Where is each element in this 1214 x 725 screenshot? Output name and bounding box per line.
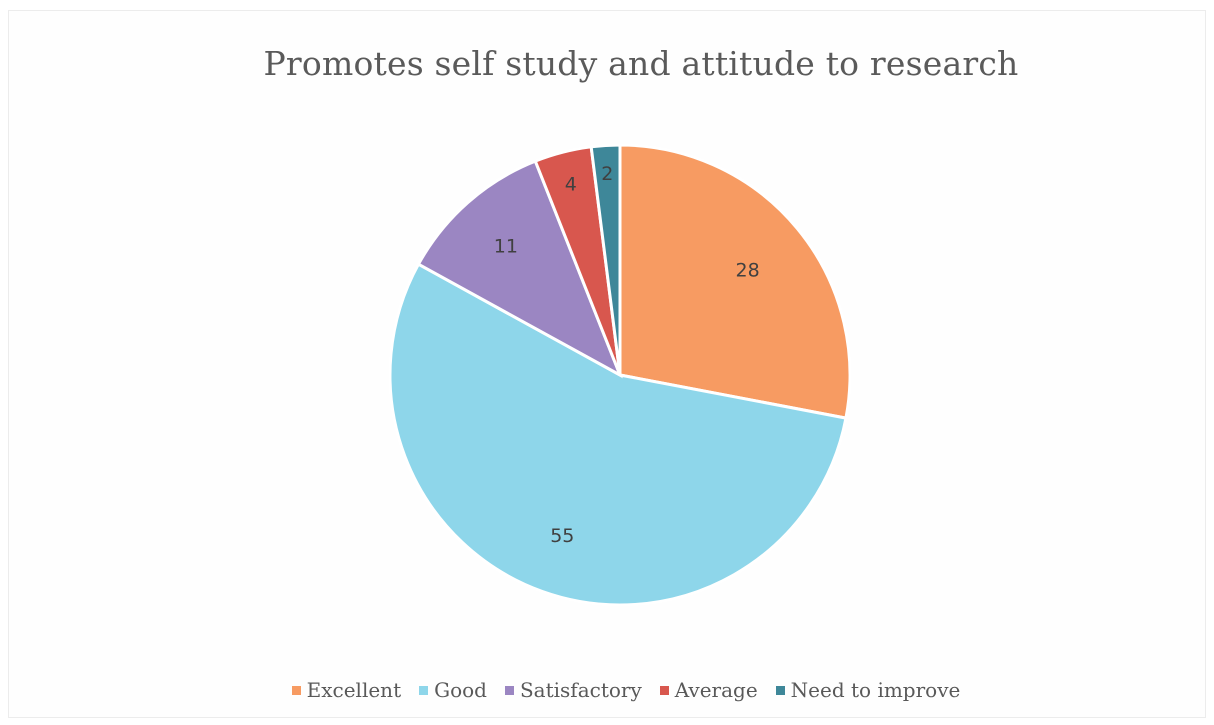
legend-item-good: Good [419, 678, 487, 702]
pie-slice-satisfactory [416, 159, 623, 379]
legend-label-need-to-improve: Need to improve [790, 678, 961, 702]
legend-swatch-excellent [291, 685, 301, 695]
legend-label-average: Average [674, 678, 758, 702]
data-label-need-to-improve: 2 [601, 163, 613, 185]
chart-title: Promotes self study and attitude to rese… [263, 44, 1019, 83]
legend-label-satisfactory: Satisfactory [519, 678, 642, 702]
legend-item-satisfactory: Satisfactory [504, 678, 642, 702]
legend-label-excellent: Excellent [306, 678, 402, 702]
legend-swatch-need-to-improve [775, 685, 785, 695]
legend-swatch-good [419, 685, 429, 695]
legend-swatch-satisfactory [504, 685, 514, 695]
data-label-excellent: 28 [736, 259, 760, 281]
legend-item-excellent: Excellent [291, 678, 402, 702]
chart-legend: Excellent Good Satisfactory Average Need to … [0, 678, 1214, 702]
legend-swatch-average [659, 685, 669, 695]
data-label-good: 55 [550, 525, 574, 547]
data-label-satisfactory: 11 [494, 236, 518, 258]
data-label-average: 4 [565, 173, 577, 195]
legend-label-good: Good [434, 678, 487, 702]
legend-item-need-to-improve: Need to improve [775, 678, 961, 702]
legend-item-average: Average [659, 678, 758, 702]
pie-slice-need-to-improve [589, 143, 622, 376]
pie-slice-excellent [618, 143, 852, 420]
pie-slice-good [388, 262, 848, 607]
